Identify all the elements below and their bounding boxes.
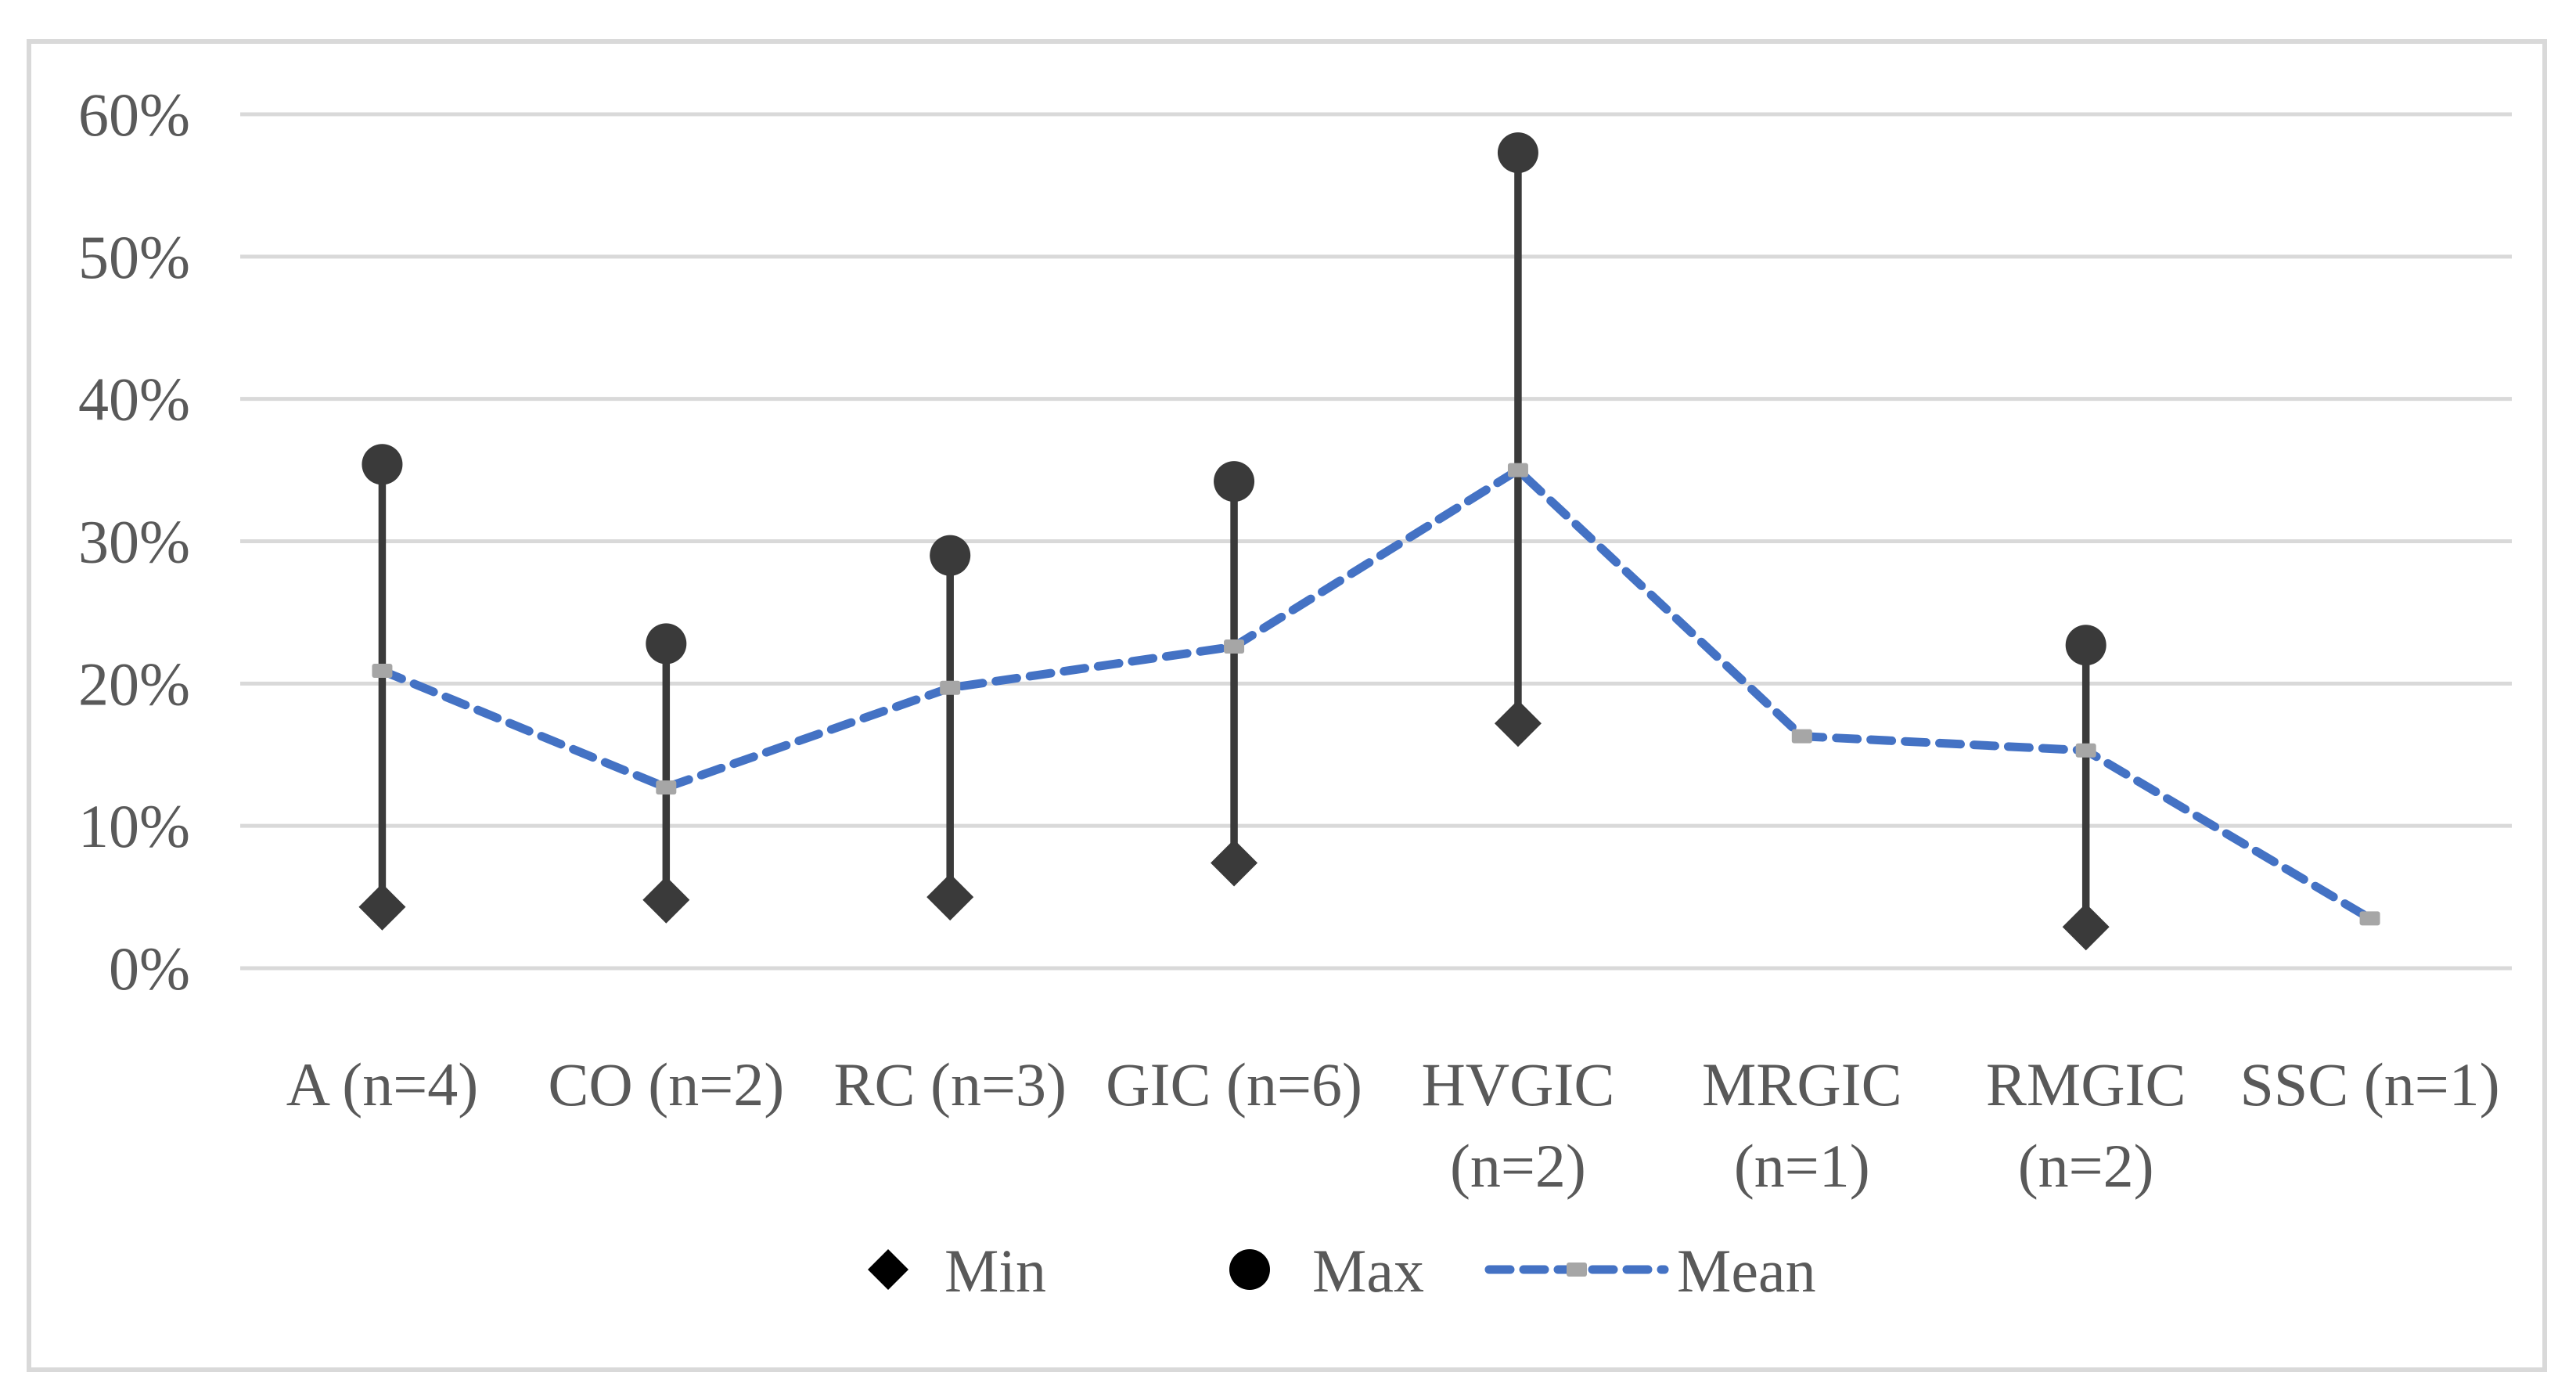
ytick-label: 20% <box>78 650 190 718</box>
legend-mean-marker-icon <box>1567 1263 1587 1277</box>
min-marker <box>1494 700 1542 747</box>
xtick-label-line: RC (n=3) <box>833 1050 1067 1118</box>
ytick-label: 40% <box>78 366 190 434</box>
xtick-label: RMGIC (n=2) <box>1986 1050 2186 1200</box>
xtick-label-line: RMGIC <box>1986 1050 2186 1118</box>
xtick-label: A (n=4) <box>286 1050 478 1118</box>
xtick-label: RC (n=3) <box>833 1050 1067 1118</box>
min-marker <box>2062 903 2110 951</box>
max-marker <box>1497 132 1538 174</box>
legend-min-icon <box>868 1249 908 1290</box>
xtick-label-line: A (n=4) <box>286 1050 478 1118</box>
ytick-label: 0% <box>109 935 190 1003</box>
xtick-label-line: GIC (n=6) <box>1106 1050 1362 1118</box>
figure-border <box>27 39 2547 1372</box>
mean-marker <box>1507 463 1528 477</box>
max-marker <box>646 623 687 665</box>
mean-marker <box>2075 743 2096 758</box>
xtick-label: CO (n=2) <box>548 1050 784 1118</box>
mean-line <box>377 466 2375 923</box>
ytick-label: 10% <box>78 792 190 860</box>
max-marker <box>930 535 971 576</box>
xtick-label-line: (n=2) <box>1450 1132 1586 1200</box>
xtick-label: HVGIC (n=2) <box>1421 1050 1614 1200</box>
xtick-label: GIC (n=6) <box>1106 1050 1362 1118</box>
legend-mean-label: Mean <box>1677 1237 1816 1305</box>
min-marker <box>1211 839 1258 887</box>
min-marker <box>926 874 974 921</box>
xtick-label-line: SSC (n=1) <box>2240 1050 2499 1118</box>
mean-marker <box>1791 729 1812 744</box>
xtick-label-line: MRGIC <box>1702 1050 1902 1118</box>
xtick-label: SSC (n=1) <box>2240 1050 2499 1118</box>
mean-marker <box>940 680 961 695</box>
xtick-label-line: (n=1) <box>1734 1132 1870 1200</box>
mean-marker <box>372 663 393 678</box>
ytick-label: 50% <box>78 223 190 291</box>
min-marker <box>358 883 406 931</box>
xtick-label-line: CO (n=2) <box>548 1050 784 1118</box>
max-marker <box>1214 461 1255 502</box>
xtick-label-line: HVGIC <box>1421 1050 1614 1118</box>
max-marker <box>362 444 403 485</box>
min-marker <box>642 876 690 924</box>
legend-min-label: Min <box>944 1237 1046 1305</box>
xtick-label: MRGIC (n=1) <box>1702 1050 1902 1200</box>
ytick-label: 60% <box>78 81 190 149</box>
mean-marker <box>656 780 677 795</box>
ytick-label: 30% <box>78 508 190 576</box>
mean-marker <box>2359 911 2380 926</box>
legend-max-icon <box>1229 1249 1270 1290</box>
max-marker <box>2065 625 2106 666</box>
legend-max-label: Max <box>1312 1237 1424 1305</box>
xtick-label-line: (n=2) <box>2018 1132 2154 1200</box>
mean-marker <box>1224 639 1245 654</box>
